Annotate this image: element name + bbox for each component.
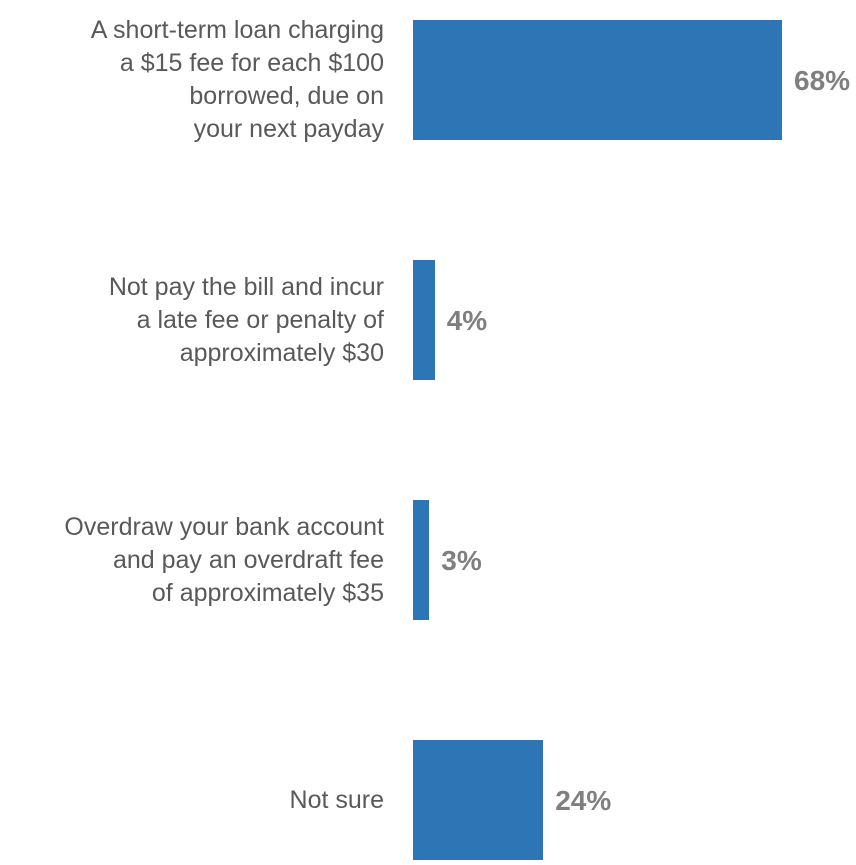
bar: [413, 740, 544, 860]
data-label: 24%: [555, 785, 612, 816]
data-label: 68%: [794, 65, 851, 96]
category-label: Not pay the bill and incur a late fee or…: [108, 272, 384, 367]
category-label: Not sure: [289, 785, 384, 814]
category-label: A short-term loan charging a $15 fee for…: [90, 16, 384, 143]
data-label: 3%: [441, 545, 482, 576]
bar: [413, 500, 430, 620]
data-label: 4%: [446, 305, 488, 336]
bar: [413, 20, 782, 140]
category-label: Overdraw your bank account and pay an ov…: [64, 512, 384, 607]
bar: [413, 260, 435, 380]
